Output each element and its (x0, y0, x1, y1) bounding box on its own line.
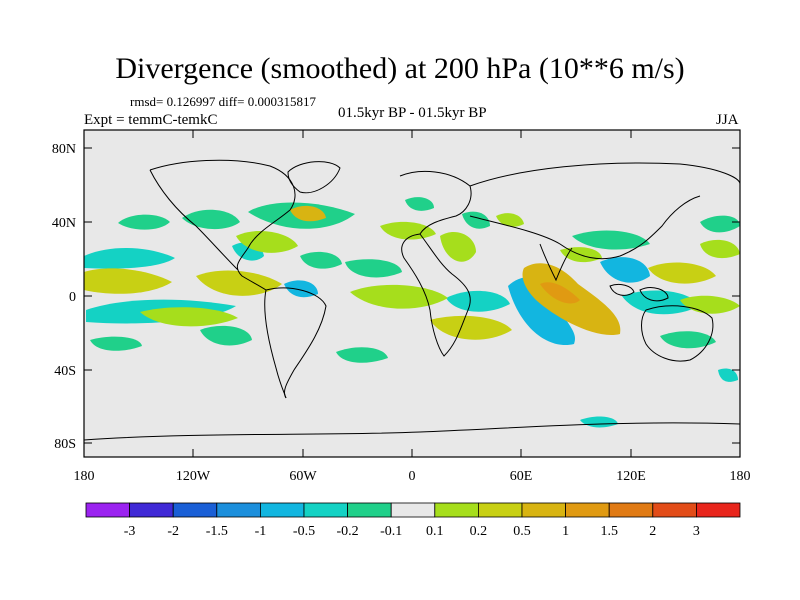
experiment-label: Expt = temmC-temkC (84, 112, 218, 128)
lat-label: 0 (69, 290, 76, 305)
field-patch (430, 315, 512, 340)
lon-label: 180 (730, 469, 751, 484)
colorbar-swatch (565, 502, 610, 518)
colorbar-label: 0.5 (513, 524, 531, 539)
field-patch (440, 231, 476, 262)
field-patch (84, 268, 172, 294)
colorbar-label: 1.5 (600, 524, 618, 539)
lat-label: 40S (54, 364, 76, 379)
field-patch (540, 282, 580, 304)
field-patch (196, 270, 282, 296)
colorbar-label: 1 (562, 524, 569, 539)
field-patch (345, 259, 402, 278)
colorbar-label: 2 (649, 524, 656, 539)
field-patch (84, 247, 175, 269)
colorbar-swatch (216, 502, 261, 518)
lon-axis: 180 120W 60W 0 60E 120E 180 (74, 130, 751, 484)
colorbar-label: 3 (693, 524, 700, 539)
field-patch (182, 209, 240, 230)
colorbar-swatch (477, 502, 523, 518)
colorbar-swatch (303, 502, 348, 518)
lon-label: 180 (74, 469, 95, 484)
colorbar-label: -0.2 (337, 524, 359, 539)
field-patch (140, 307, 238, 327)
field-patch (496, 213, 524, 227)
field-patch (648, 262, 716, 284)
field-patch (700, 239, 740, 259)
colorbar-label: -0.1 (380, 524, 402, 539)
lon-label: 0 (409, 469, 416, 484)
colorbar-swatch (652, 502, 697, 518)
field-patch (236, 231, 298, 253)
colorbar-swatch (259, 502, 305, 518)
lat-label: 80N (52, 142, 76, 157)
field-patch (700, 215, 740, 233)
field-patch (380, 221, 436, 240)
lat-label: 80S (54, 437, 76, 452)
lon-label: 120W (176, 469, 211, 484)
field-patch (718, 368, 738, 382)
colorbar-label: -2 (167, 524, 179, 539)
colorbar-label: -3 (124, 524, 136, 539)
field-patch (118, 214, 170, 230)
colorbar-swatch (85, 502, 130, 518)
field-patch (200, 325, 252, 346)
colorbar-swatch (608, 502, 654, 518)
lat-axis: 80N 40N 0 40S 80S (52, 142, 740, 452)
field-patch (622, 290, 700, 315)
lon-label: 60W (289, 469, 317, 484)
divergence-field (84, 159, 740, 441)
colorbar-label: -1 (255, 524, 267, 539)
lat-label: 40N (52, 216, 76, 231)
field-patch (290, 205, 326, 222)
rmsd-diff-stats: rmsd= 0.126997 diff= 0.000315817 (130, 94, 316, 109)
colorbar-swatch (696, 502, 741, 518)
colorbar-swatch (434, 502, 479, 518)
colorbar-swatch (172, 502, 218, 518)
colorbar-swatch (347, 502, 392, 518)
colorbar-swatch (521, 502, 566, 518)
plot-title: Divergence (smoothed) at 200 hPa (10**6 … (115, 52, 685, 85)
field-patch (336, 347, 388, 363)
colorbar-swatch (390, 502, 436, 518)
colorbar-label: -1.5 (206, 524, 228, 539)
colorbar-label: -0.5 (293, 524, 315, 539)
field-patch (600, 257, 650, 283)
field-patch (446, 290, 510, 312)
coastlines (84, 159, 740, 441)
period-label: 01.5kyr BP - 01.5kyr BP (338, 105, 487, 121)
field-patch (90, 336, 142, 351)
colorbar: -3 -2 -1.5 -1 -0.5 -0.2 -0.1 0.1 0.2 0.5 1 1.5 2 3 (85, 502, 741, 539)
lon-label: 120E (616, 469, 646, 484)
field-patch (660, 331, 716, 349)
colorbar-label: 0.2 (470, 524, 488, 539)
field-patch (300, 251, 342, 269)
field-patch (462, 211, 490, 229)
field-patch (508, 276, 576, 346)
lon-label: 60E (510, 469, 533, 484)
field-patch (405, 197, 434, 211)
colorbar-swatch (129, 502, 174, 518)
colorbar-label: 0.1 (426, 524, 444, 539)
season-label: JJA (716, 112, 739, 128)
field-patch (572, 230, 650, 250)
